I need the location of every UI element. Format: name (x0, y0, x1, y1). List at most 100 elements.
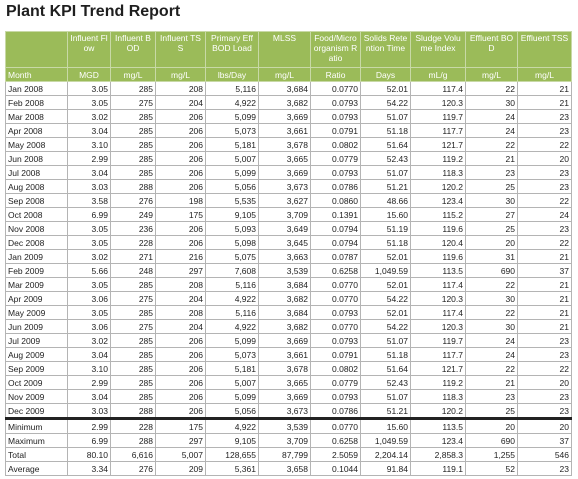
cell: 20 (465, 417, 518, 434)
data-row: Feb 2009 5.66 248 297 7,608 3,539 0.6258 1,049.… (5, 263, 572, 278)
cell: 3.03 (67, 179, 111, 194)
column-unit: mL/g (410, 67, 466, 82)
cell: 22 (465, 81, 518, 96)
cell: 30 (465, 319, 518, 334)
cell: 118.3 (410, 389, 466, 404)
cell: 3.04 (67, 347, 111, 362)
row-label: Nov 2009 (5, 389, 68, 404)
cell: 123.4 (410, 433, 466, 448)
cell: 7,608 (205, 263, 259, 278)
cell: 3,678 (258, 137, 311, 152)
cell: 5,073 (205, 347, 259, 362)
data-row: Sep 2008 3.58 276 198 5,535 3,627 0.0860 48.66 1… (5, 193, 572, 208)
row-label: Oct 2009 (5, 375, 68, 390)
cell: 206 (155, 179, 206, 194)
data-row: Dec 2009 3.03 288 206 5,056 3,673 0.0786 51.21 1… (5, 403, 572, 419)
cell: 3.02 (67, 109, 111, 124)
cell: 2,204.14 (360, 447, 411, 462)
cell: 297 (155, 263, 206, 278)
column-header: Effluent BOD (465, 31, 518, 68)
cell: 118.3 (410, 165, 466, 180)
cell: 27 (465, 207, 518, 222)
cell: 0.0793 (310, 333, 361, 348)
data-row: Mar 2008 3.02 285 206 5,099 3,669 0.0793 51.07 1… (5, 109, 572, 124)
cell: 9,105 (205, 207, 259, 222)
column-header: Influent BOD (110, 31, 156, 68)
cell: 206 (155, 361, 206, 376)
cell: 275 (110, 319, 156, 334)
cell: 51.21 (360, 179, 411, 194)
cell: 51.18 (360, 347, 411, 362)
cell: 91.84 (360, 461, 411, 476)
cell: 3,661 (258, 347, 311, 362)
row-label: Maximum (5, 433, 68, 448)
cell: 23 (517, 221, 572, 236)
cell: 23 (517, 389, 572, 404)
cell: 216 (155, 249, 206, 264)
cell: 206 (155, 165, 206, 180)
cell: 5,099 (205, 333, 259, 348)
cell: 0.0770 (310, 277, 361, 292)
cell: 236 (110, 221, 156, 236)
cell: 0.0793 (310, 389, 361, 404)
cell: 3,682 (258, 95, 311, 110)
cell: 23 (517, 403, 572, 419)
data-row: Nov 2009 3.04 285 206 5,099 3,669 0.0793 51.07 1… (5, 389, 572, 404)
data-row: Dec 2008 3.05 228 206 5,098 3,645 0.0794 51.18 1… (5, 235, 572, 250)
cell: 206 (155, 151, 206, 166)
cell: 3.05 (67, 277, 111, 292)
cell: 5,075 (205, 249, 259, 264)
cell: 175 (155, 207, 206, 222)
column-unit: mg/L (465, 67, 518, 82)
data-row: Aug 2008 3.03 288 206 5,056 3,673 0.0786 51.21 1… (5, 179, 572, 194)
cell: 0.0802 (310, 361, 361, 376)
cell: 6.99 (67, 433, 111, 448)
cell: 51.07 (360, 389, 411, 404)
column-header: Influent TSS (155, 31, 206, 68)
cell: 3.05 (67, 95, 111, 110)
cell: 52 (465, 461, 518, 476)
cell: 5,116 (205, 277, 259, 292)
cell: 285 (110, 123, 156, 138)
cell: 3,669 (258, 333, 311, 348)
column-header (5, 31, 68, 68)
cell: 51.07 (360, 165, 411, 180)
cell: 3.05 (67, 235, 111, 250)
row-label: Dec 2008 (5, 235, 68, 250)
cell: 117.7 (410, 123, 466, 138)
cell: 30 (465, 95, 518, 110)
cell: 51.19 (360, 221, 411, 236)
cell: 51.07 (360, 109, 411, 124)
cell: 3,665 (258, 375, 311, 390)
row-label: Feb 2009 (5, 263, 68, 278)
cell: 6,616 (110, 447, 156, 462)
cell: 117.4 (410, 277, 466, 292)
cell: 117.4 (410, 81, 466, 96)
cell: 3.10 (67, 137, 111, 152)
cell: 22 (465, 277, 518, 292)
row-label: May 2009 (5, 305, 68, 320)
cell: 21 (465, 151, 518, 166)
cell: 21 (517, 291, 572, 306)
cell: 3,539 (258, 417, 311, 434)
cell: 3,709 (258, 207, 311, 222)
cell: 0.0793 (310, 109, 361, 124)
cell: 0.0787 (310, 249, 361, 264)
cell: 48.66 (360, 193, 411, 208)
row-label: Sep 2009 (5, 361, 68, 376)
column-unit: Month (5, 67, 68, 82)
data-row: Feb 2008 3.05 275 204 4,922 3,682 0.0793 54.22 1… (5, 95, 572, 110)
cell: 0.0779 (310, 375, 361, 390)
summary-row: Total 80.10 6,616 5,007 128,655 87,799 2.5059 2… (5, 447, 572, 462)
cell: 119.6 (410, 249, 466, 264)
cell: 204 (155, 95, 206, 110)
cell: 5.66 (67, 263, 111, 278)
cell: 52.01 (360, 81, 411, 96)
cell: 31 (465, 249, 518, 264)
cell: 0.0770 (310, 81, 361, 96)
cell: 285 (110, 81, 156, 96)
cell: 54.22 (360, 291, 411, 306)
cell: 0.0770 (310, 291, 361, 306)
cell: 288 (110, 179, 156, 194)
cell: 24 (465, 347, 518, 362)
